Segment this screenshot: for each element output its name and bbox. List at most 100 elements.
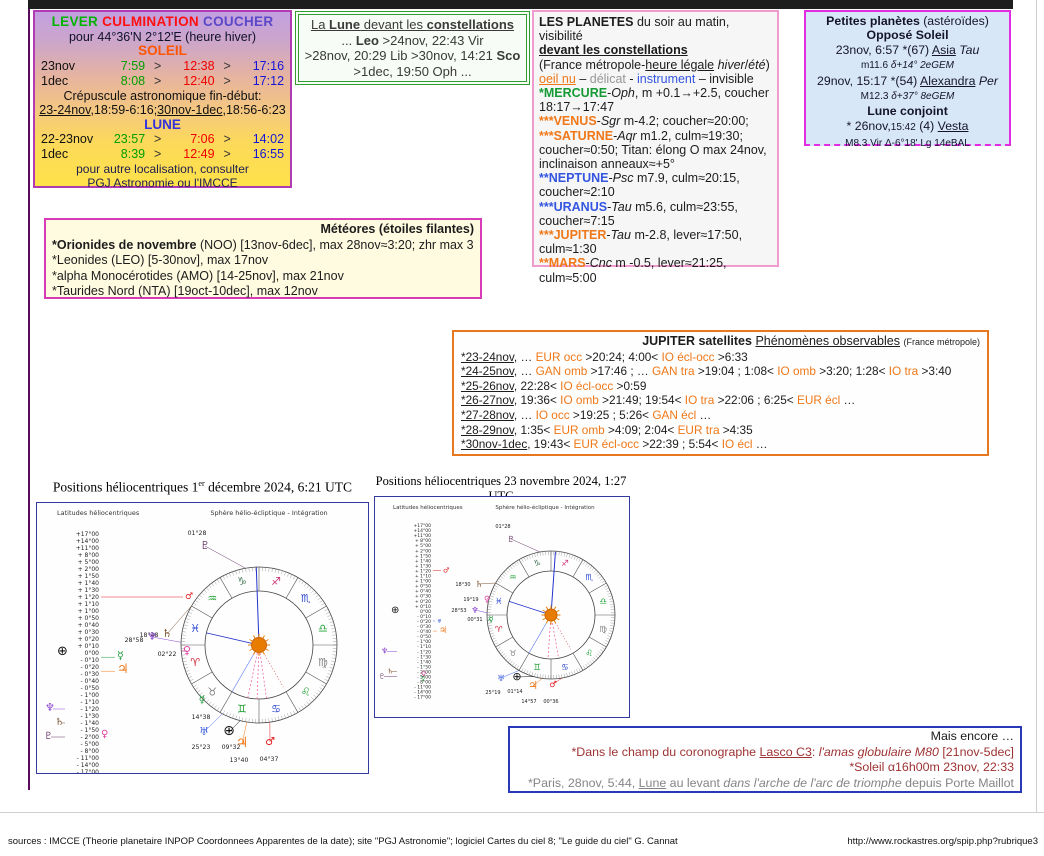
svg-text:01°14: 01°14 [507, 689, 522, 695]
svg-text:+ 1°20: + 1°20 [415, 568, 431, 574]
svg-text:♈: ♈ [190, 656, 200, 669]
svg-text:01°28: 01°28 [188, 529, 207, 537]
arrow: > [154, 73, 162, 88]
svg-text:+ 0°50: + 0°50 [415, 584, 431, 590]
right-frame-line [1036, 0, 1037, 812]
arrow: > [223, 73, 231, 88]
svg-text:♆: ♆ [45, 701, 55, 714]
svg-text:♋: ♋ [561, 663, 569, 673]
svg-text:+ 0°20: + 0°20 [415, 599, 431, 605]
svg-text:+ 5°00: + 5°00 [78, 559, 100, 566]
svg-text:♊: ♊ [237, 703, 247, 716]
planet-line-saturn: ***SATURNE-Aqr m1.2, culm≈19:30; coucher… [539, 128, 767, 172]
asteroid-line: M8.3 Vir Δ-6°18' Lg 14eBAL [845, 138, 970, 150]
svg-text:☿: ☿ [488, 615, 493, 625]
svg-text:09°32: 09°32 [222, 743, 241, 751]
svg-text:- 0°40: - 0°40 [80, 678, 99, 685]
svg-text:+ 0°10: + 0°10 [78, 643, 100, 650]
svg-text:♄: ♄ [387, 667, 393, 675]
rise-time: 23:57 [113, 132, 146, 146]
svg-text:♍: ♍ [599, 625, 607, 635]
svg-text:+ 1°40: + 1°40 [78, 580, 100, 587]
helio-chart-nov23: Latitudes héliocentriques Sphère hélio-éc… [374, 496, 630, 718]
svg-text:♐: ♐ [561, 559, 569, 569]
meteor-line: *Taurides Nord (NTA) [19oct-10dec], max … [52, 284, 318, 298]
moon-const-line: >1dec, 19:50 Oph ... [353, 63, 472, 79]
planets-legend: (France métropole-heure légale hiver/été… [539, 57, 770, 72]
svg-text:+ 1°40: + 1°40 [415, 558, 431, 564]
svg-text:♎: ♎ [318, 622, 328, 635]
other-location-note: pour autre localisation, consulter [76, 162, 249, 176]
svg-text:♂: ♂ [185, 592, 193, 602]
svg-text:- 1°20: - 1°20 [417, 649, 431, 655]
svg-text:- 1°30: - 1°30 [417, 654, 431, 660]
svg-text:♆: ♆ [147, 630, 157, 643]
svg-text:- 11°00: - 11°00 [414, 685, 431, 691]
svg-text:♆: ♆ [471, 606, 479, 616]
svg-text:♅: ♅ [497, 674, 505, 684]
svg-text:+17°00: +17°00 [76, 531, 99, 538]
svg-text:♌: ♌ [585, 649, 593, 659]
rise-set-header: LEVER CULMINATION COUCHER [51, 14, 274, 29]
arrow: > [154, 58, 162, 73]
svg-text:- 5°00: - 5°00 [80, 741, 99, 748]
site-url-link[interactable]: http://www.rockastres.org/spip.php?rubri… [847, 836, 1038, 847]
svg-text:♑: ♑ [237, 575, 247, 588]
svg-text:♓: ♓ [190, 622, 200, 635]
sun-section-title: SOLEIL [138, 43, 187, 58]
svg-text:- 1°40: - 1°40 [417, 659, 431, 665]
svg-text:♄: ♄ [162, 627, 172, 640]
set-time: 17:16 [252, 58, 285, 73]
twilight-label: Crépuscule astronomique fin-début: [63, 88, 262, 103]
svg-text:+ 8°00: + 8°00 [415, 538, 431, 544]
svg-text:♇: ♇ [507, 535, 515, 545]
svg-text:♏: ♏ [585, 573, 593, 583]
asteroid-line: m11.6 δ+14° 2eGEM [860, 60, 955, 72]
meteor-line: *alpha Monocérotides (AMO) [14-25nov], m… [52, 268, 344, 283]
planet-line-uranus: ***URANUS-Tau m5.6, culm≈23:55, coucher≈… [539, 199, 738, 228]
asteroids-box: Petites planètes (astéroïdes) Opposé Sol… [804, 10, 1011, 149]
planet-line-jupiter: ***JUPITER-Tau m-2.8, lever≈17:50, culm≈… [539, 228, 743, 257]
moon-row: 22-23nov 23:57 >7:06 >14:02 [35, 132, 290, 147]
svg-text:- 1°50: - 1°50 [80, 727, 99, 734]
svg-text:- 0°10: - 0°10 [80, 657, 99, 664]
asteroids-opposition-title: Opposé Soleil [866, 28, 949, 43]
set-time: 16:55 [252, 147, 285, 161]
arrow: > [223, 58, 231, 73]
svg-text:0°00: 0°00 [85, 650, 100, 657]
rise-time: 7:59 [120, 58, 146, 73]
svg-text:♄: ♄ [475, 580, 483, 590]
svg-text:+ 1°30: + 1°30 [415, 563, 431, 569]
jupsat-line: *27-28nov, … IO occ >19:25 ; 5:26< GAN é… [461, 407, 712, 422]
more-event-line: *Paris, 28nov, 5:44, Lune au levant dans… [527, 775, 1014, 790]
svg-text:☿: ☿ [199, 693, 206, 706]
bottom-frame-line [0, 812, 1044, 813]
svg-text:♊: ♊ [533, 663, 541, 673]
svg-text:+14°00: +14°00 [76, 538, 99, 545]
svg-text:♇: ♇ [44, 731, 53, 742]
svg-text:- 0°20: - 0°20 [417, 619, 431, 625]
svg-text:02°22: 02°22 [158, 650, 177, 658]
date-cell: 23nov [41, 58, 76, 73]
svg-text:♓: ♓ [495, 597, 503, 607]
svg-text:- 1°00: - 1°00 [80, 692, 99, 699]
svg-text:♏: ♏ [301, 592, 311, 605]
asteroid-line: M12.3 δ+37° 8eGEM [860, 91, 955, 103]
jupsat-line: *26-27nov, 19:36< IO omb >21:49; 19:54< … [461, 393, 856, 408]
moon-const-title: La Lune devant les constellations [310, 17, 515, 32]
moon-section-title: LUNE [144, 116, 181, 132]
svg-text:+ 0°30: + 0°30 [415, 594, 431, 600]
svg-text:+ 1°20: + 1°20 [78, 594, 100, 601]
planets-box: LES PLANETES du soir au matin, visibilit… [532, 10, 779, 285]
svg-text:+ 2°00: + 2°00 [415, 548, 431, 554]
planet-line-mars: **MARS-Cnc m -0.5, lever≈21:25, culm≈5:0… [539, 256, 727, 285]
planet-line-venus: ***VENUS-Sgr m-4.2; coucher≈20:00; [539, 114, 749, 129]
more-events-box: Mais encore … *Dans le champ du coronogr… [508, 726, 1022, 793]
svg-text:- 11°00: - 11°00 [77, 755, 100, 762]
svg-text:- 5°00: - 5°00 [417, 675, 431, 681]
svg-text:♌: ♌ [301, 686, 311, 699]
svg-text:☿: ☿ [421, 675, 425, 683]
svg-text:♇: ♇ [200, 539, 210, 552]
svg-text:+ 1°10: + 1°10 [415, 574, 431, 580]
svg-text:- 17°00: - 17°00 [77, 769, 100, 773]
